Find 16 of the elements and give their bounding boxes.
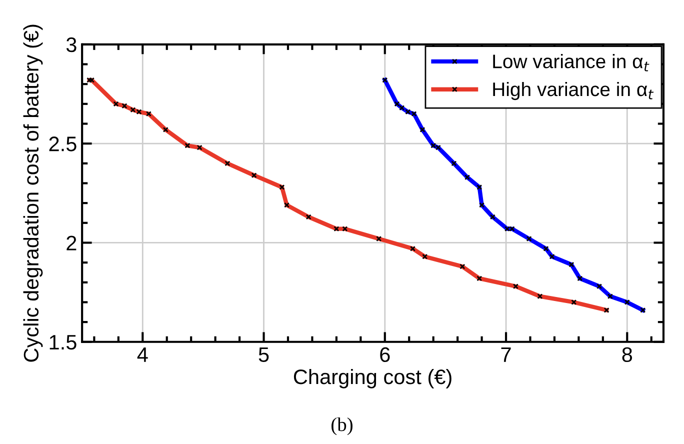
text: (b) [332,417,352,436]
legend-label: High variance in α$_{t}$ [493,82,654,100]
y-tick-label: 2 [66,236,76,250]
x-tick-label: 5 [258,348,269,362]
y-axis-title: Cyclic degradation cost of battery (€) [23,24,43,362]
x-tick-label: 7 [501,348,511,362]
line-series [86,77,610,313]
legend-label: Low variance in α$_{t}$ [493,54,650,72]
x-tick-label: 6 [380,347,390,362]
y-tick-label: 2.5 [49,136,76,152]
x-axis-title: Charging cost (€) [294,368,452,388]
y-tick-label: 1.5 [50,335,76,350]
line-series [382,77,646,313]
x-tick-label: 8 [622,347,632,362]
y-tick-label: 3 [66,37,76,52]
x-tick-label: 4 [137,348,148,362]
